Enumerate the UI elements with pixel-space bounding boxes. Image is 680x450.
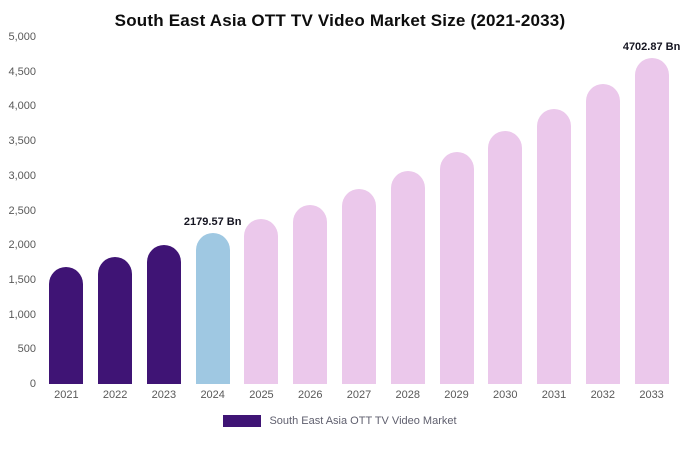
- x-axis-label-2032: 2032: [590, 389, 616, 401]
- bar-column-2022: 2022: [91, 37, 140, 406]
- y-axis-tick-label: 500: [17, 343, 36, 356]
- x-axis-label-2021: 2021: [54, 389, 79, 401]
- bar-column-2024: 2179.57 Bn 2024: [184, 37, 241, 406]
- y-axis-tick-label: 1,000: [8, 308, 36, 321]
- bar-2028: [390, 171, 425, 384]
- bar-column-2030: 2030: [481, 37, 530, 406]
- bar-value-label-2024: 2179.57 Bn: [183, 215, 242, 228]
- bar-2022: [98, 256, 133, 384]
- y-axis-tick-label: 0: [29, 378, 36, 390]
- bar-column-2033: 4702.87 Bn 2033: [623, 37, 680, 406]
- y-axis-tick-label: 4,500: [8, 65, 36, 78]
- bar-2023: [146, 245, 181, 384]
- bar-2033: [634, 57, 669, 384]
- y-axis: 0 500 1,000 1,500 2,000 2,500 3,000 3,500 4,000 4…: [4, 31, 42, 406]
- bar-column-2029: 2029: [432, 37, 481, 406]
- bar-column-2025: 2025: [237, 37, 286, 406]
- y-axis-tick-label: 5,000: [8, 31, 36, 43]
- x-axis-label-2033: 2033: [639, 389, 664, 401]
- bar-2032: [585, 84, 620, 384]
- bar-column-2031: 2031: [530, 37, 579, 406]
- bar-column-2027: 2027: [335, 37, 384, 406]
- bar-column-2026: 2026: [286, 37, 335, 406]
- x-axis-label-2022: 2022: [102, 389, 128, 401]
- x-axis-label-2027: 2027: [346, 389, 372, 401]
- x-axis-label-2031: 2031: [541, 389, 567, 401]
- bar-2021: [49, 266, 84, 384]
- bar-value-label-2033: 4702.87 Bn: [622, 40, 680, 53]
- x-axis-label-2030: 2030: [493, 389, 518, 401]
- y-axis-tick-label: 3,500: [8, 135, 36, 148]
- bar-column-2028: 2028: [383, 37, 432, 406]
- bar-column-2023: 2023: [140, 37, 189, 406]
- legend-swatch: [223, 415, 262, 427]
- y-axis-tick-label: 2,500: [8, 204, 36, 217]
- x-axis-label-2026: 2026: [297, 389, 323, 401]
- chart-title: South East Asia OTT TV Video Market Size…: [114, 11, 566, 30]
- x-axis-label-2024: 2024: [200, 389, 225, 401]
- bar-2024: [195, 232, 230, 384]
- bar-column-2032: 2032: [578, 37, 627, 406]
- y-axis-tick-label: 4,000: [8, 100, 36, 113]
- y-axis-tick-label: 2,000: [8, 239, 36, 252]
- y-axis-tick-label: 3,000: [8, 169, 36, 182]
- legend-label: South East Asia OTT TV Video Market: [269, 415, 457, 427]
- plot-area: 2021 2022 2023 2179.57 Bn 2024 2025 2026 2027 20…: [42, 37, 680, 406]
- y-axis-tick-label: 1,500: [8, 273, 36, 286]
- x-axis-label-2029: 2029: [444, 389, 469, 401]
- bar-2031: [537, 108, 572, 384]
- bar-2030: [488, 131, 523, 384]
- bar-2025: [244, 219, 279, 384]
- bar-column-2021: 2021: [42, 37, 91, 406]
- chart-body: 0 500 1,000 1,500 2,000 2,500 3,000 3,500 4,000 4…: [4, 31, 680, 406]
- legend: South East Asia OTT TV Video Market: [4, 415, 676, 427]
- x-axis-label-2023: 2023: [151, 389, 177, 401]
- bar-2029: [439, 152, 474, 384]
- bar-2026: [293, 204, 328, 384]
- x-axis-label-2028: 2028: [395, 389, 420, 401]
- x-axis-label-2025: 2025: [249, 389, 274, 401]
- bar-2027: [341, 188, 376, 384]
